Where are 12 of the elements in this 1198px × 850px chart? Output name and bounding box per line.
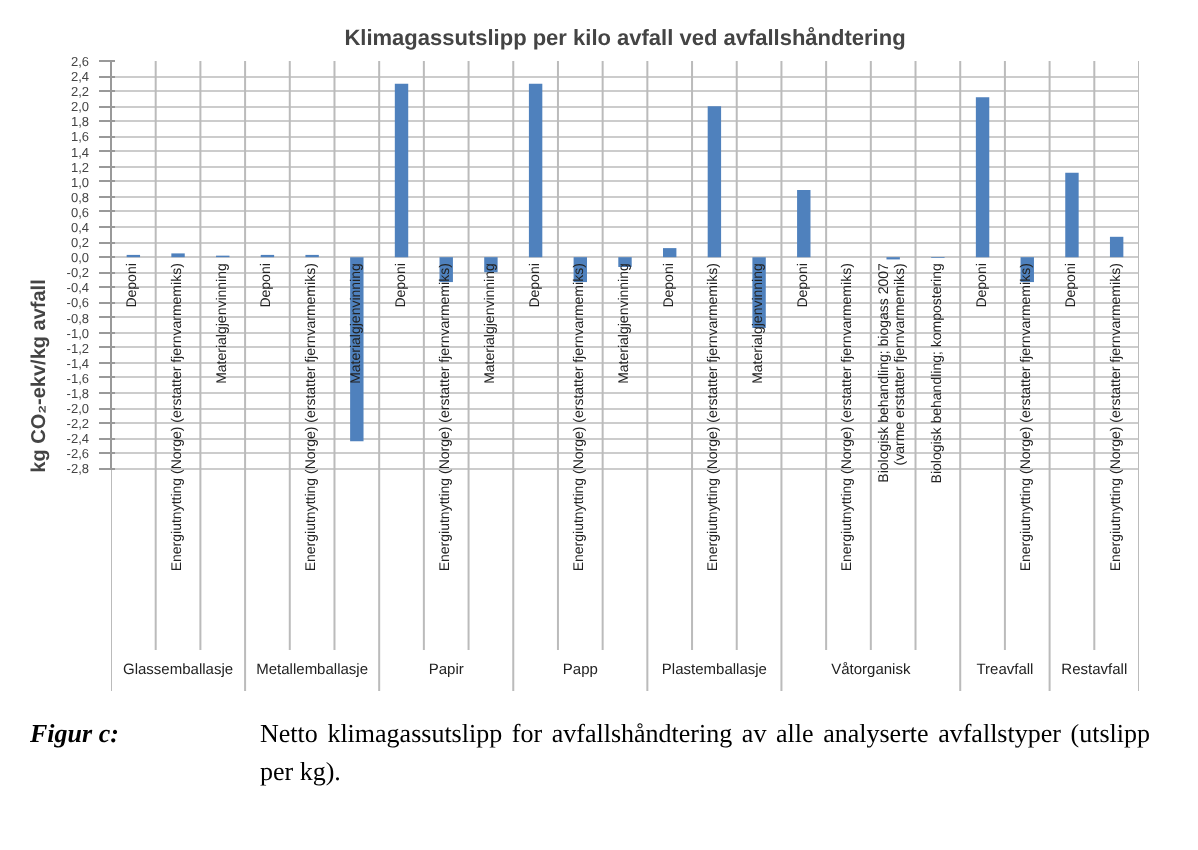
chart-title: Klimagassutslipp per kilo avfall ved avfallshåndtering [344, 25, 906, 51]
bar [1109, 236, 1124, 258]
y-axis-title: kg CO₂-ekv/kg avfall [28, 278, 51, 473]
bar [1065, 172, 1079, 258]
bar [707, 106, 722, 258]
bar [797, 190, 811, 258]
text: Figur c: [30, 716, 121, 752]
bar [394, 83, 409, 258]
text: Netto klimagassutslipp for avfallshåndtering av alle analyserte avfallstyper (utslipp per kg). [260, 716, 1150, 790]
bar [975, 97, 990, 258]
bar [662, 248, 677, 258]
bar [528, 83, 543, 258]
